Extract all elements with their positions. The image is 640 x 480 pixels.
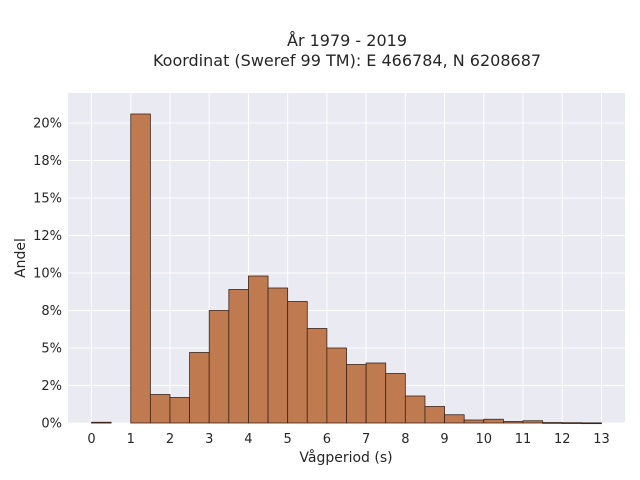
histogram-bar [346, 364, 367, 424]
chart-title-line-1: År 1979 - 2019 [287, 31, 407, 50]
x-tick-label: 5 [284, 432, 292, 447]
y-tick-label: 8% [41, 304, 62, 319]
x-tick-label: 2 [166, 432, 174, 447]
x-tick-label: 8 [401, 432, 409, 447]
histogram-bar [91, 421, 112, 424]
x-tick-label: 12 [554, 432, 571, 447]
x-tick-label: 4 [244, 432, 252, 447]
histogram-bar [130, 113, 151, 424]
y-tick-label: 20% [33, 117, 62, 132]
x-axis-label: Vågperiod (s) [299, 449, 392, 466]
x-tick-label: 9 [440, 432, 448, 447]
histogram-bar [306, 328, 328, 424]
histogram-bar [483, 418, 504, 424]
y-tick-label: 5% [41, 342, 62, 357]
y-tick-label: 18% [33, 154, 62, 169]
chart-title-line-2: Koordinat (Sweref 99 TM): E 466784, N 62… [153, 51, 541, 70]
histogram-bar [522, 420, 544, 424]
histogram-bar [228, 289, 249, 424]
y-tick-label: 0% [41, 417, 62, 432]
x-tick-label: 10 [476, 432, 493, 447]
x-tick-label: 0 [87, 432, 95, 447]
y-tick-label: 2% [41, 379, 62, 394]
y-axis-label: Andel [13, 238, 29, 278]
x-tick-label: 1 [127, 432, 135, 447]
y-tick-label: 12% [33, 229, 62, 244]
histogram-bars [91, 113, 602, 425]
histogram-bar [542, 422, 563, 424]
histogram-bar [248, 275, 269, 424]
histogram-bar [267, 287, 289, 424]
histogram-bar [503, 421, 524, 424]
histogram-bar [463, 419, 485, 424]
histogram-bar [326, 347, 347, 424]
x-tick-label: 6 [323, 432, 331, 447]
x-axis-ticks: 0 1 2 3 4 5 6 7 8 9 10 11 12 13 [87, 432, 609, 447]
histogram-bar [444, 414, 465, 424]
x-tick-label: 11 [515, 432, 532, 447]
y-axis-ticks: 0% 2% 5% 8% 10% 12% 15% 18% 20% [33, 117, 62, 432]
histogram-bar [424, 406, 445, 424]
histogram-bar [149, 394, 171, 424]
x-tick-label: 7 [362, 432, 370, 447]
histogram-bar [287, 301, 308, 424]
histogram-bar [208, 310, 230, 424]
y-tick-label: 15% [33, 192, 62, 207]
histogram-bar [581, 422, 602, 425]
histogram-bar [385, 373, 406, 424]
y-tick-label: 10% [33, 267, 62, 282]
x-tick-label: 3 [205, 432, 213, 447]
histogram-bar [561, 422, 583, 424]
x-tick-label: 13 [593, 432, 610, 447]
histogram-bar [169, 397, 190, 424]
histogram-bar [365, 362, 387, 424]
histogram-bar [404, 395, 426, 424]
histogram-bar [189, 352, 210, 424]
